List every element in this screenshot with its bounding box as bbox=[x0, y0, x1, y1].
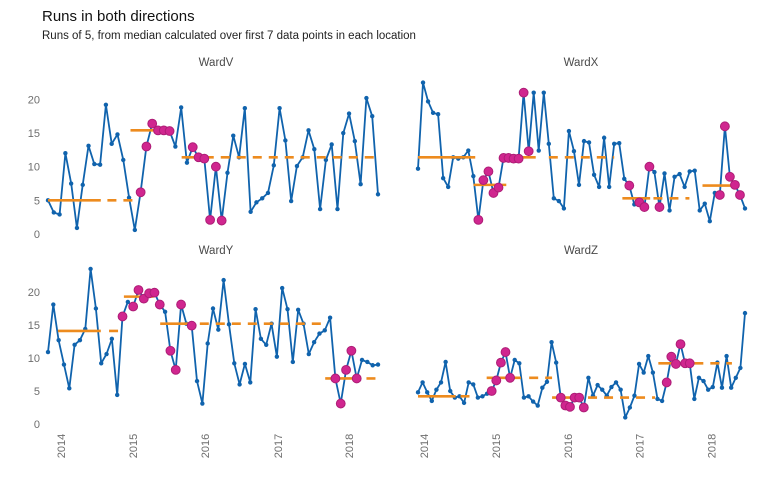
svg-text:15: 15 bbox=[28, 128, 40, 140]
svg-text:0: 0 bbox=[34, 419, 40, 431]
facet-label-wardz: WardZ bbox=[563, 245, 599, 257]
svg-text:2018: 2018 bbox=[707, 434, 719, 458]
svg-text:2014: 2014 bbox=[56, 434, 68, 458]
svg-text:2018: 2018 bbox=[344, 434, 356, 458]
svg-text:2015: 2015 bbox=[128, 434, 140, 458]
svg-text:5: 5 bbox=[34, 195, 40, 207]
svg-text:2017: 2017 bbox=[635, 434, 647, 458]
svg-text:20: 20 bbox=[28, 94, 40, 106]
facet-label-wardx: WardX bbox=[563, 57, 599, 69]
svg-text:2015: 2015 bbox=[491, 434, 503, 458]
svg-text:2017: 2017 bbox=[273, 434, 285, 458]
svg-text:10: 10 bbox=[28, 353, 40, 365]
svg-text:2016: 2016 bbox=[200, 434, 212, 458]
facet-label-wardv: WardV bbox=[198, 57, 234, 69]
svg-text:5: 5 bbox=[34, 386, 40, 398]
svg-text:20: 20 bbox=[28, 287, 40, 299]
svg-text:2014: 2014 bbox=[419, 434, 431, 458]
chart-subtitle: Runs of 5, from median calculated over f… bbox=[42, 30, 416, 42]
facet-label-wardy: WardY bbox=[198, 245, 234, 257]
svg-text:2016: 2016 bbox=[563, 434, 575, 458]
svg-text:15: 15 bbox=[28, 320, 40, 332]
svg-text:10: 10 bbox=[28, 162, 40, 174]
chart-title: Runs in both directions bbox=[42, 8, 195, 25]
svg-text:0: 0 bbox=[34, 229, 40, 241]
